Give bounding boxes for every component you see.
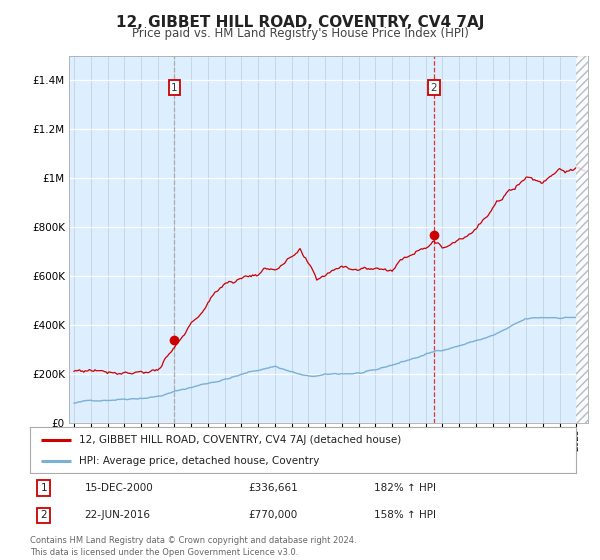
Text: 22-JUN-2016: 22-JUN-2016 [85, 511, 151, 520]
Bar [576, 56, 588, 423]
Text: 1: 1 [171, 83, 178, 93]
Text: £336,661: £336,661 [248, 483, 298, 493]
Text: Contains HM Land Registry data © Crown copyright and database right 2024.
This d: Contains HM Land Registry data © Crown c… [30, 536, 356, 557]
Text: 1: 1 [40, 483, 47, 493]
Text: HPI: Average price, detached house, Coventry: HPI: Average price, detached house, Cove… [79, 456, 320, 466]
Text: 2: 2 [431, 83, 437, 93]
Text: 2: 2 [40, 511, 47, 520]
Text: £770,000: £770,000 [248, 511, 298, 520]
Text: 182% ↑ HPI: 182% ↑ HPI [374, 483, 436, 493]
Text: 158% ↑ HPI: 158% ↑ HPI [374, 511, 436, 520]
Text: Price paid vs. HM Land Registry's House Price Index (HPI): Price paid vs. HM Land Registry's House … [131, 27, 469, 40]
Text: 12, GIBBET HILL ROAD, COVENTRY, CV4 7AJ: 12, GIBBET HILL ROAD, COVENTRY, CV4 7AJ [116, 15, 484, 30]
Text: 12, GIBBET HILL ROAD, COVENTRY, CV4 7AJ (detached house): 12, GIBBET HILL ROAD, COVENTRY, CV4 7AJ … [79, 435, 401, 445]
Text: 15-DEC-2000: 15-DEC-2000 [85, 483, 154, 493]
